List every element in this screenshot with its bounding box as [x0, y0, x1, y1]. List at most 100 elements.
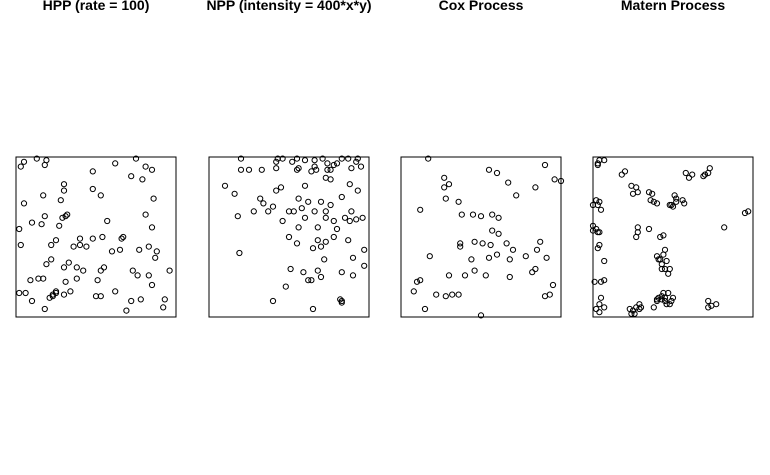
- data-point: [321, 256, 328, 263]
- data-point: [145, 272, 152, 279]
- data-point: [522, 253, 529, 260]
- data-point: [629, 307, 637, 314]
- data-point: [425, 155, 432, 162]
- data-point: [532, 184, 539, 191]
- data-point: [273, 165, 280, 172]
- data-point: [62, 213, 69, 220]
- data-point: [305, 277, 312, 284]
- data-point: [655, 294, 662, 301]
- data-point: [48, 241, 55, 249]
- data-point: [596, 198, 603, 205]
- data-point: [421, 305, 429, 313]
- data-point: [543, 254, 550, 261]
- data-point: [529, 269, 536, 276]
- data-point: [442, 293, 449, 300]
- data-point: [713, 301, 720, 308]
- data-point: [537, 238, 544, 245]
- data-point: [650, 304, 657, 311]
- data-point: [506, 256, 513, 263]
- data-point: [337, 296, 344, 303]
- data-point: [62, 278, 69, 285]
- data-point: [413, 278, 421, 285]
- data-point: [631, 310, 638, 317]
- data-point: [150, 195, 157, 202]
- data-point: [706, 165, 713, 172]
- data-point: [16, 289, 23, 297]
- data-point: [593, 225, 600, 233]
- data-point: [353, 216, 360, 223]
- data-point: [660, 232, 667, 239]
- data-point: [277, 184, 285, 191]
- data-point: [650, 198, 657, 205]
- data-point: [43, 157, 50, 164]
- data-point: [669, 203, 677, 210]
- data-point: [295, 165, 302, 172]
- data-point: [596, 301, 603, 308]
- data-point: [99, 233, 106, 241]
- data-point: [348, 165, 355, 172]
- data-point: [301, 214, 309, 221]
- data-point: [80, 267, 87, 274]
- data-point: [293, 240, 301, 247]
- data-point: [309, 245, 317, 252]
- data-point: [97, 192, 104, 199]
- data-point: [237, 155, 245, 162]
- data-point: [645, 189, 653, 196]
- data-point: [653, 296, 661, 303]
- data-point: [449, 291, 456, 298]
- data-point: [132, 155, 140, 162]
- data-point: [17, 241, 24, 249]
- data-point: [551, 176, 558, 183]
- data-point: [489, 211, 496, 218]
- data-point: [20, 158, 28, 165]
- data-point: [721, 224, 728, 231]
- data-point: [410, 288, 417, 295]
- data-point: [636, 305, 643, 313]
- data-point: [596, 309, 603, 316]
- data-point: [27, 277, 34, 284]
- data-point: [689, 171, 696, 178]
- data-point: [658, 293, 665, 300]
- data-point: [495, 230, 502, 237]
- data-point: [359, 214, 366, 221]
- data-point: [301, 157, 309, 164]
- data-point: [354, 187, 361, 194]
- data-point: [308, 277, 315, 284]
- data-point: [38, 221, 45, 228]
- data-point: [597, 278, 605, 285]
- data-point: [314, 224, 321, 231]
- data-point: [653, 200, 661, 207]
- data-point: [495, 214, 502, 221]
- data-point: [455, 198, 462, 205]
- data-point: [322, 214, 329, 221]
- data-point: [48, 256, 55, 263]
- data-point: [324, 166, 331, 173]
- data-point: [317, 273, 325, 281]
- data-point: [489, 227, 496, 234]
- data-point: [139, 176, 146, 183]
- data-point: [70, 243, 77, 250]
- data-point: [145, 243, 152, 250]
- data-point: [341, 214, 349, 221]
- data-point: [645, 225, 653, 233]
- data-point: [455, 291, 462, 298]
- data-point: [594, 229, 601, 236]
- data-point: [221, 182, 229, 189]
- data-point: [89, 168, 96, 175]
- data-point: [361, 246, 368, 253]
- data-point: [142, 211, 149, 218]
- data-point: [661, 297, 669, 305]
- data-point: [506, 273, 513, 281]
- data-point: [89, 185, 96, 193]
- plot-frame-npp: [208, 156, 370, 318]
- data-point: [682, 169, 689, 177]
- data-point: [290, 208, 297, 215]
- data-point: [426, 253, 433, 260]
- data-point: [311, 163, 318, 170]
- data-point: [152, 254, 159, 261]
- data-point: [134, 272, 141, 279]
- data-point: [445, 181, 453, 188]
- data-point: [273, 187, 280, 194]
- data-point: [279, 217, 286, 225]
